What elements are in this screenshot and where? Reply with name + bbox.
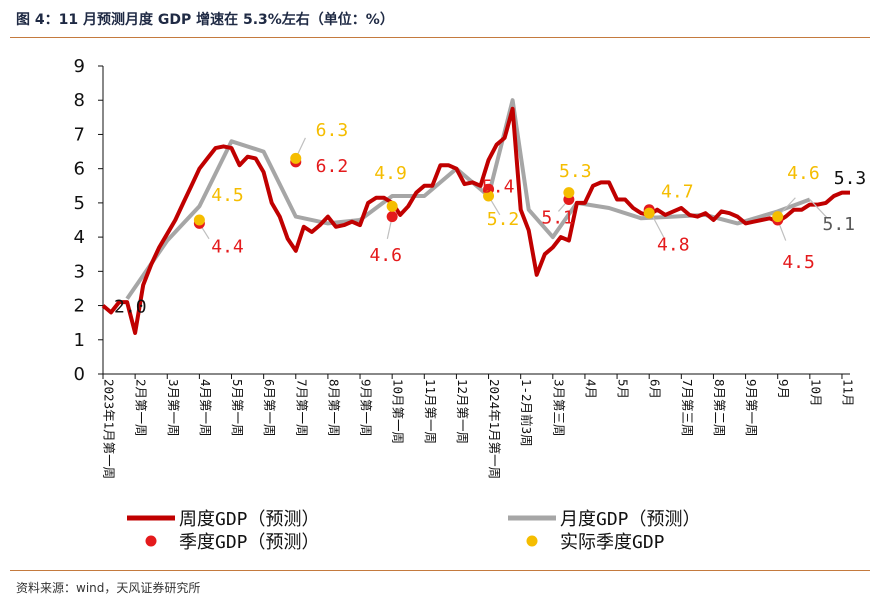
data-label: 6.2 [316,156,349,177]
y-tick-label: 2 [74,296,85,317]
y-tick-label: 9 [74,56,85,77]
y-tick-label: 1 [74,330,85,351]
legend-label: 周度GDP（预测） [179,509,320,530]
x-tick-label: 11月 [840,379,855,407]
data-label: 4.5 [782,252,815,273]
x-tick-label: 7月第一周 [294,379,309,437]
x-tick-label: 8月第一周 [326,379,341,437]
data-label: 4.9 [374,163,407,184]
x-tick-label: 2024年1月第一周 [487,379,502,479]
x-tick-label: 11月第一周 [423,379,438,444]
data-label: 5.1 [822,214,855,235]
x-tick-label: 9月第一周 [359,379,374,437]
series-weekly-gdp-line [101,106,850,335]
quarterly-predicted-point [386,211,398,223]
data-label: 5.3 [834,168,867,189]
x-tick-label: 2月第一周 [134,379,149,437]
data-label: 4.6 [787,163,820,184]
quarterly-dots [193,152,784,229]
title-rule [10,37,870,38]
figure-title: 图 4：11 月预测月度 GDP 增速在 5.3%左右（单位：%） [16,12,394,28]
x-tick-label: 8月第二周 [712,379,727,437]
y-tick-label: 8 [74,90,85,111]
x-tick-label: 9月 [776,379,791,399]
x-tick-label: 3月第三周 [551,379,566,437]
x-tick-label: 7月第三周 [680,379,695,437]
data-label: 5.1 [541,207,574,228]
legend-dot-swatch [145,535,157,547]
chart-axes: 0 1 2 3 4 5 6 7 8 9 2023年1月第一周 2月第一周 3月第一周 4月第一周 5月第一周… [74,56,856,479]
y-tick-label: 6 [74,159,85,180]
data-label: 4.7 [661,182,694,203]
x-tick-label: 6月第一周 [262,379,277,437]
legend: 周度GDP（预测）季度GDP（预测） 月度GDP（预测）实际季度GDP [127,509,701,553]
gdp-line-chart: 0 1 2 3 4 5 6 7 8 9 2023年1月第一周 2月第一周 3月第一周 4月第一周 5月第一周… [74,56,867,553]
data-labels: 2.0 4.5 4.4 6.3 6.2 4.9 4.6 5.4 5.2 5.3 5.1 4.7 4.8 4… [114,120,866,317]
y-tick-label: 4 [74,227,85,248]
data-label: 5.4 [482,176,515,197]
y-tick-label: 3 [74,261,85,282]
y-tick-label: 5 [74,193,85,214]
data-label: 4.8 [657,235,690,256]
quarterly-actual-point [483,190,495,202]
quarterly-actual-point [193,214,205,226]
legend-dot-swatch [526,535,538,547]
data-label: 2.0 [114,296,147,317]
data-label: 6.3 [316,120,349,141]
x-tick-label: 1-2月前3周 [519,379,534,447]
series-layer [101,98,850,335]
quarterly-actual-point [643,207,655,219]
quarterly-actual-point [386,200,398,212]
x-tick-label: 12月第一周 [455,379,470,444]
data-label: 4.6 [369,245,402,266]
legend-label: 季度GDP（预测） [179,532,320,553]
x-tick-label: 4月第一周 [198,379,213,437]
data-label: 4.4 [211,236,244,257]
legend-label: 月度GDP（预测） [560,509,701,530]
x-tick-label: 4月 [583,379,598,399]
x-tick-label: 10月第一周 [391,379,406,444]
footer-rule [10,570,870,571]
quarterly-actual-point [290,152,302,164]
x-tick-label: 5月第一周 [230,379,245,437]
y-tick-label: 7 [74,124,85,145]
x-tick-label: 3月第一周 [166,379,181,437]
x-tick-label: 9月第一周 [744,379,759,437]
data-label: 5.2 [487,209,520,230]
data-label: 5.3 [559,161,592,182]
y-tick-label: 0 [74,364,85,385]
x-tick-label: 5月 [616,379,631,399]
quarterly-actual-point [772,211,784,223]
x-tick-label: 6月 [648,379,663,399]
label-leader-line [809,199,828,219]
source-note: 资料来源：wind，天风证券研究所 [16,581,201,595]
data-label: 4.5 [211,185,244,206]
legend-label: 实际季度GDP [560,532,665,553]
x-tick-label: 10月 [808,379,823,407]
x-tick-label: 2023年1月第一周 [102,379,117,479]
quarterly-actual-point [563,187,575,199]
